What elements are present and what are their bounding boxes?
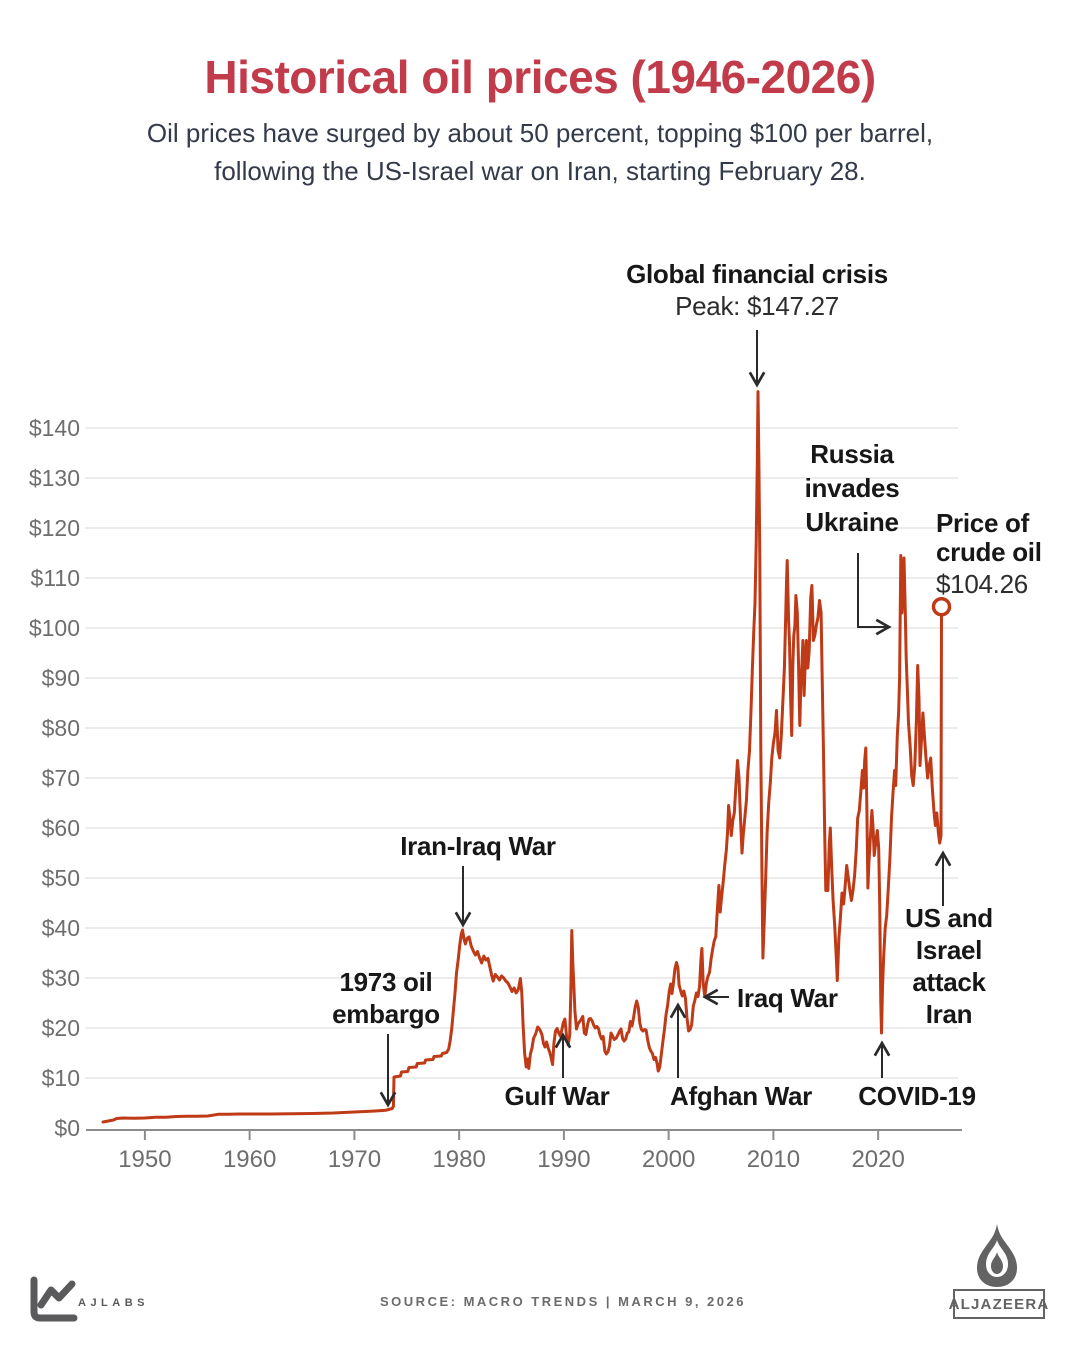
annotation-iraq-war: Iraq War	[737, 983, 838, 1013]
y-axis-label: $60	[41, 815, 80, 841]
annotation-russia-invades-ukraine: Russia invades Ukraine	[804, 439, 900, 537]
y-axis-label: $10	[41, 1065, 80, 1091]
annotation-price-of-crude-oil: Price of crude oil $104.26	[936, 508, 1042, 599]
x-axis-label: 1950	[118, 1146, 172, 1173]
y-axis-label: $100	[28, 615, 80, 641]
annotation-covid-19: COVID-19	[858, 1081, 976, 1111]
y-axis-label: $30	[41, 965, 80, 991]
annotation-1973-oil-embargo: 1973 oil embargo	[332, 967, 440, 1029]
annotation-arrow-russia	[857, 553, 888, 627]
x-axis-label: 2010	[746, 1146, 801, 1173]
y-axis-label: $20	[41, 1015, 80, 1041]
source-line: SOURCE: MACRO TRENDS | MARCH 9, 2026	[380, 1294, 746, 1309]
x-axis-label: 2020	[851, 1146, 905, 1173]
aljazeera-flame-icon	[977, 1224, 1017, 1287]
y-axis-label: $70	[41, 765, 80, 791]
y-axis-label: $40	[41, 915, 80, 941]
annotation-global-financial-crisis: Global financial crisis Peak: $147.27	[626, 259, 888, 321]
x-axis-label: 1960	[222, 1146, 277, 1173]
x-axis-label: 2000	[641, 1146, 696, 1173]
end-marker	[931, 596, 952, 617]
aljazeera-logo-label: ALJAZEERA	[949, 1289, 1048, 1319]
subtitle-line-2: following the US-Israel war on Iran, sta…	[214, 156, 866, 186]
annotation-iran-iraq-war: Iran-Iraq War	[400, 831, 556, 861]
ajlabs-label: AJLABS	[78, 1297, 150, 1309]
annotation-afghan-war: Afghan War	[670, 1081, 812, 1111]
y-axis-label: $110	[30, 565, 80, 591]
y-axis-label: $120	[28, 515, 80, 541]
y-axis-label: $50	[41, 865, 80, 891]
y-axis-label: $130	[28, 465, 80, 491]
annotation-gulf-war: Gulf War	[504, 1081, 610, 1111]
page-title: Historical oil prices (1946-2026)	[204, 51, 876, 103]
x-axis-label: 1980	[432, 1146, 486, 1173]
x-axis-label: 1990	[537, 1146, 591, 1173]
ajlabs-logo-icon	[30, 1276, 78, 1322]
y-axis-label: $90	[41, 665, 80, 691]
y-axis-label: $0	[54, 1115, 80, 1141]
page-subtitle: Oil prices have surged by about 50 perce…	[0, 114, 1080, 190]
subtitle-line-1: Oil prices have surged by about 50 perce…	[146, 118, 934, 148]
current-price-value: $104.26	[936, 569, 1028, 599]
y-axis-label: $80	[41, 715, 80, 741]
x-axis-label: 1970	[327, 1146, 382, 1173]
annotation-us-israel-attack-iran: US and Israel attack Iran	[905, 903, 993, 1029]
y-axis-label: $140	[28, 415, 80, 441]
